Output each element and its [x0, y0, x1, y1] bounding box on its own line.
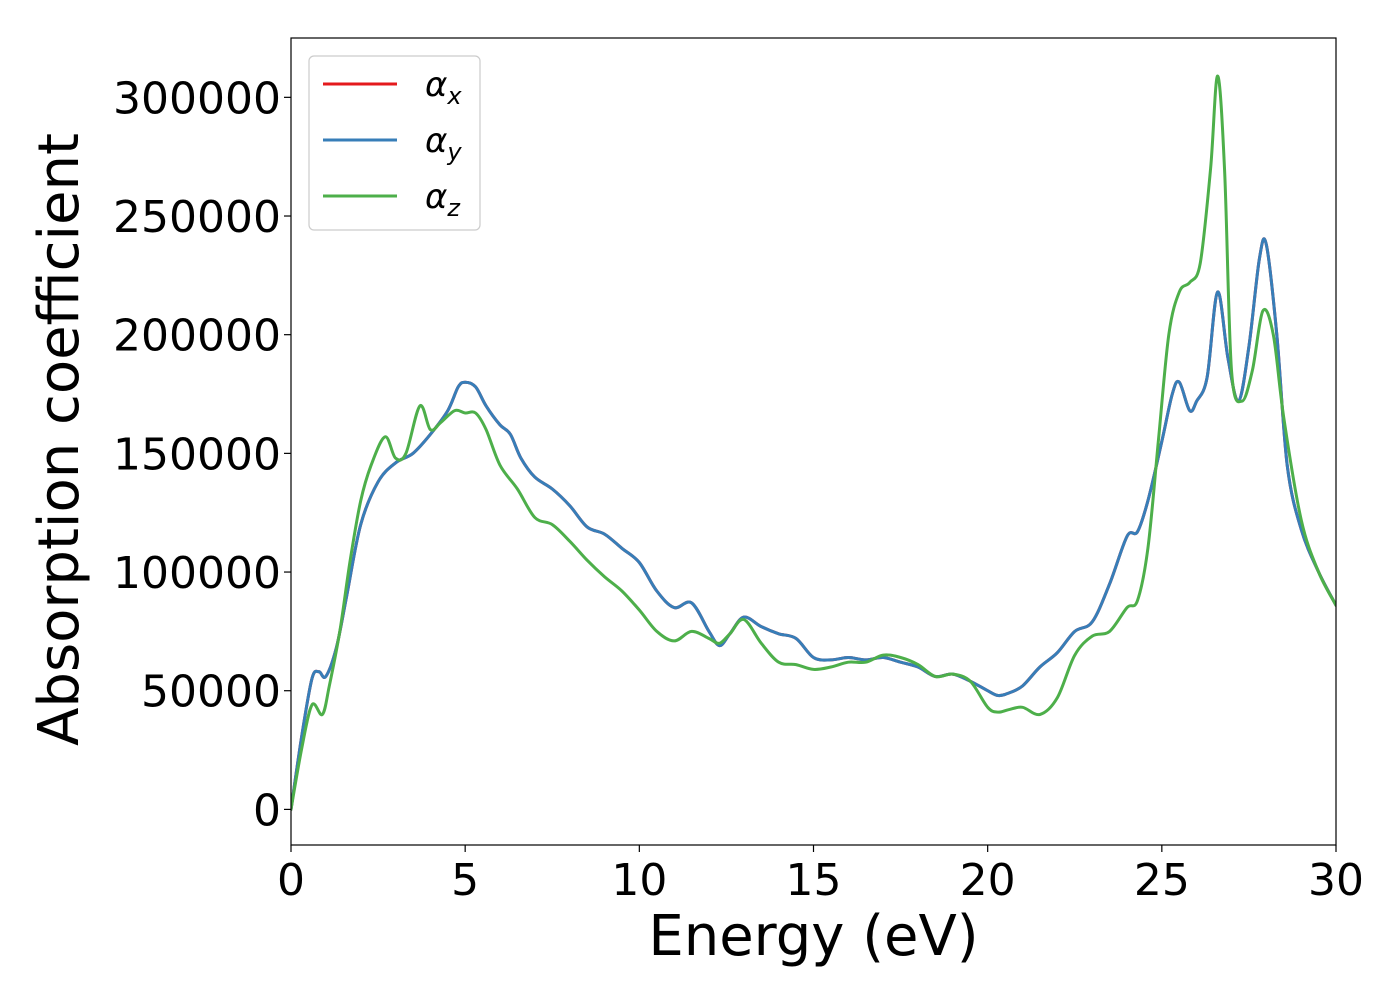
- y-tick-label: 100000: [113, 548, 281, 599]
- legend: αx αy αz: [308, 55, 481, 231]
- legend-box: [308, 55, 481, 231]
- y-tick-label: 0: [253, 785, 281, 836]
- y-tick-label: 50000: [141, 667, 281, 718]
- x-axis-label: Energy (eV): [648, 904, 978, 969]
- x-tick-label: 30: [1308, 855, 1364, 906]
- y-tick-label: 250000: [113, 192, 281, 243]
- series-line-y: [291, 237, 1336, 811]
- x-tick-label: 5: [451, 855, 479, 906]
- series-line-x: [291, 237, 1336, 811]
- axes: 0 5 10 15 20 25 30 0 50000 100000 150000 200000 2500…: [113, 37, 1364, 906]
- x-tick-label: 15: [786, 855, 842, 906]
- x-tick-label: 20: [960, 855, 1016, 906]
- y-tick-label: 200000: [113, 311, 281, 362]
- legend-label-z: αz: [425, 177, 461, 222]
- y-tick-label: 300000: [113, 73, 281, 124]
- legend-label-x: αx: [425, 65, 462, 110]
- y-tick-label: 150000: [113, 429, 281, 480]
- y-axis-label: Absorption coefficient: [27, 133, 92, 746]
- x-tick-label: 0: [277, 855, 305, 906]
- series-line-z: [291, 74, 1336, 811]
- plot-area: [291, 74, 1336, 811]
- legend-label-y: αy: [425, 121, 462, 166]
- x-tick-label: 10: [611, 855, 667, 906]
- x-tick-label: 25: [1134, 855, 1190, 906]
